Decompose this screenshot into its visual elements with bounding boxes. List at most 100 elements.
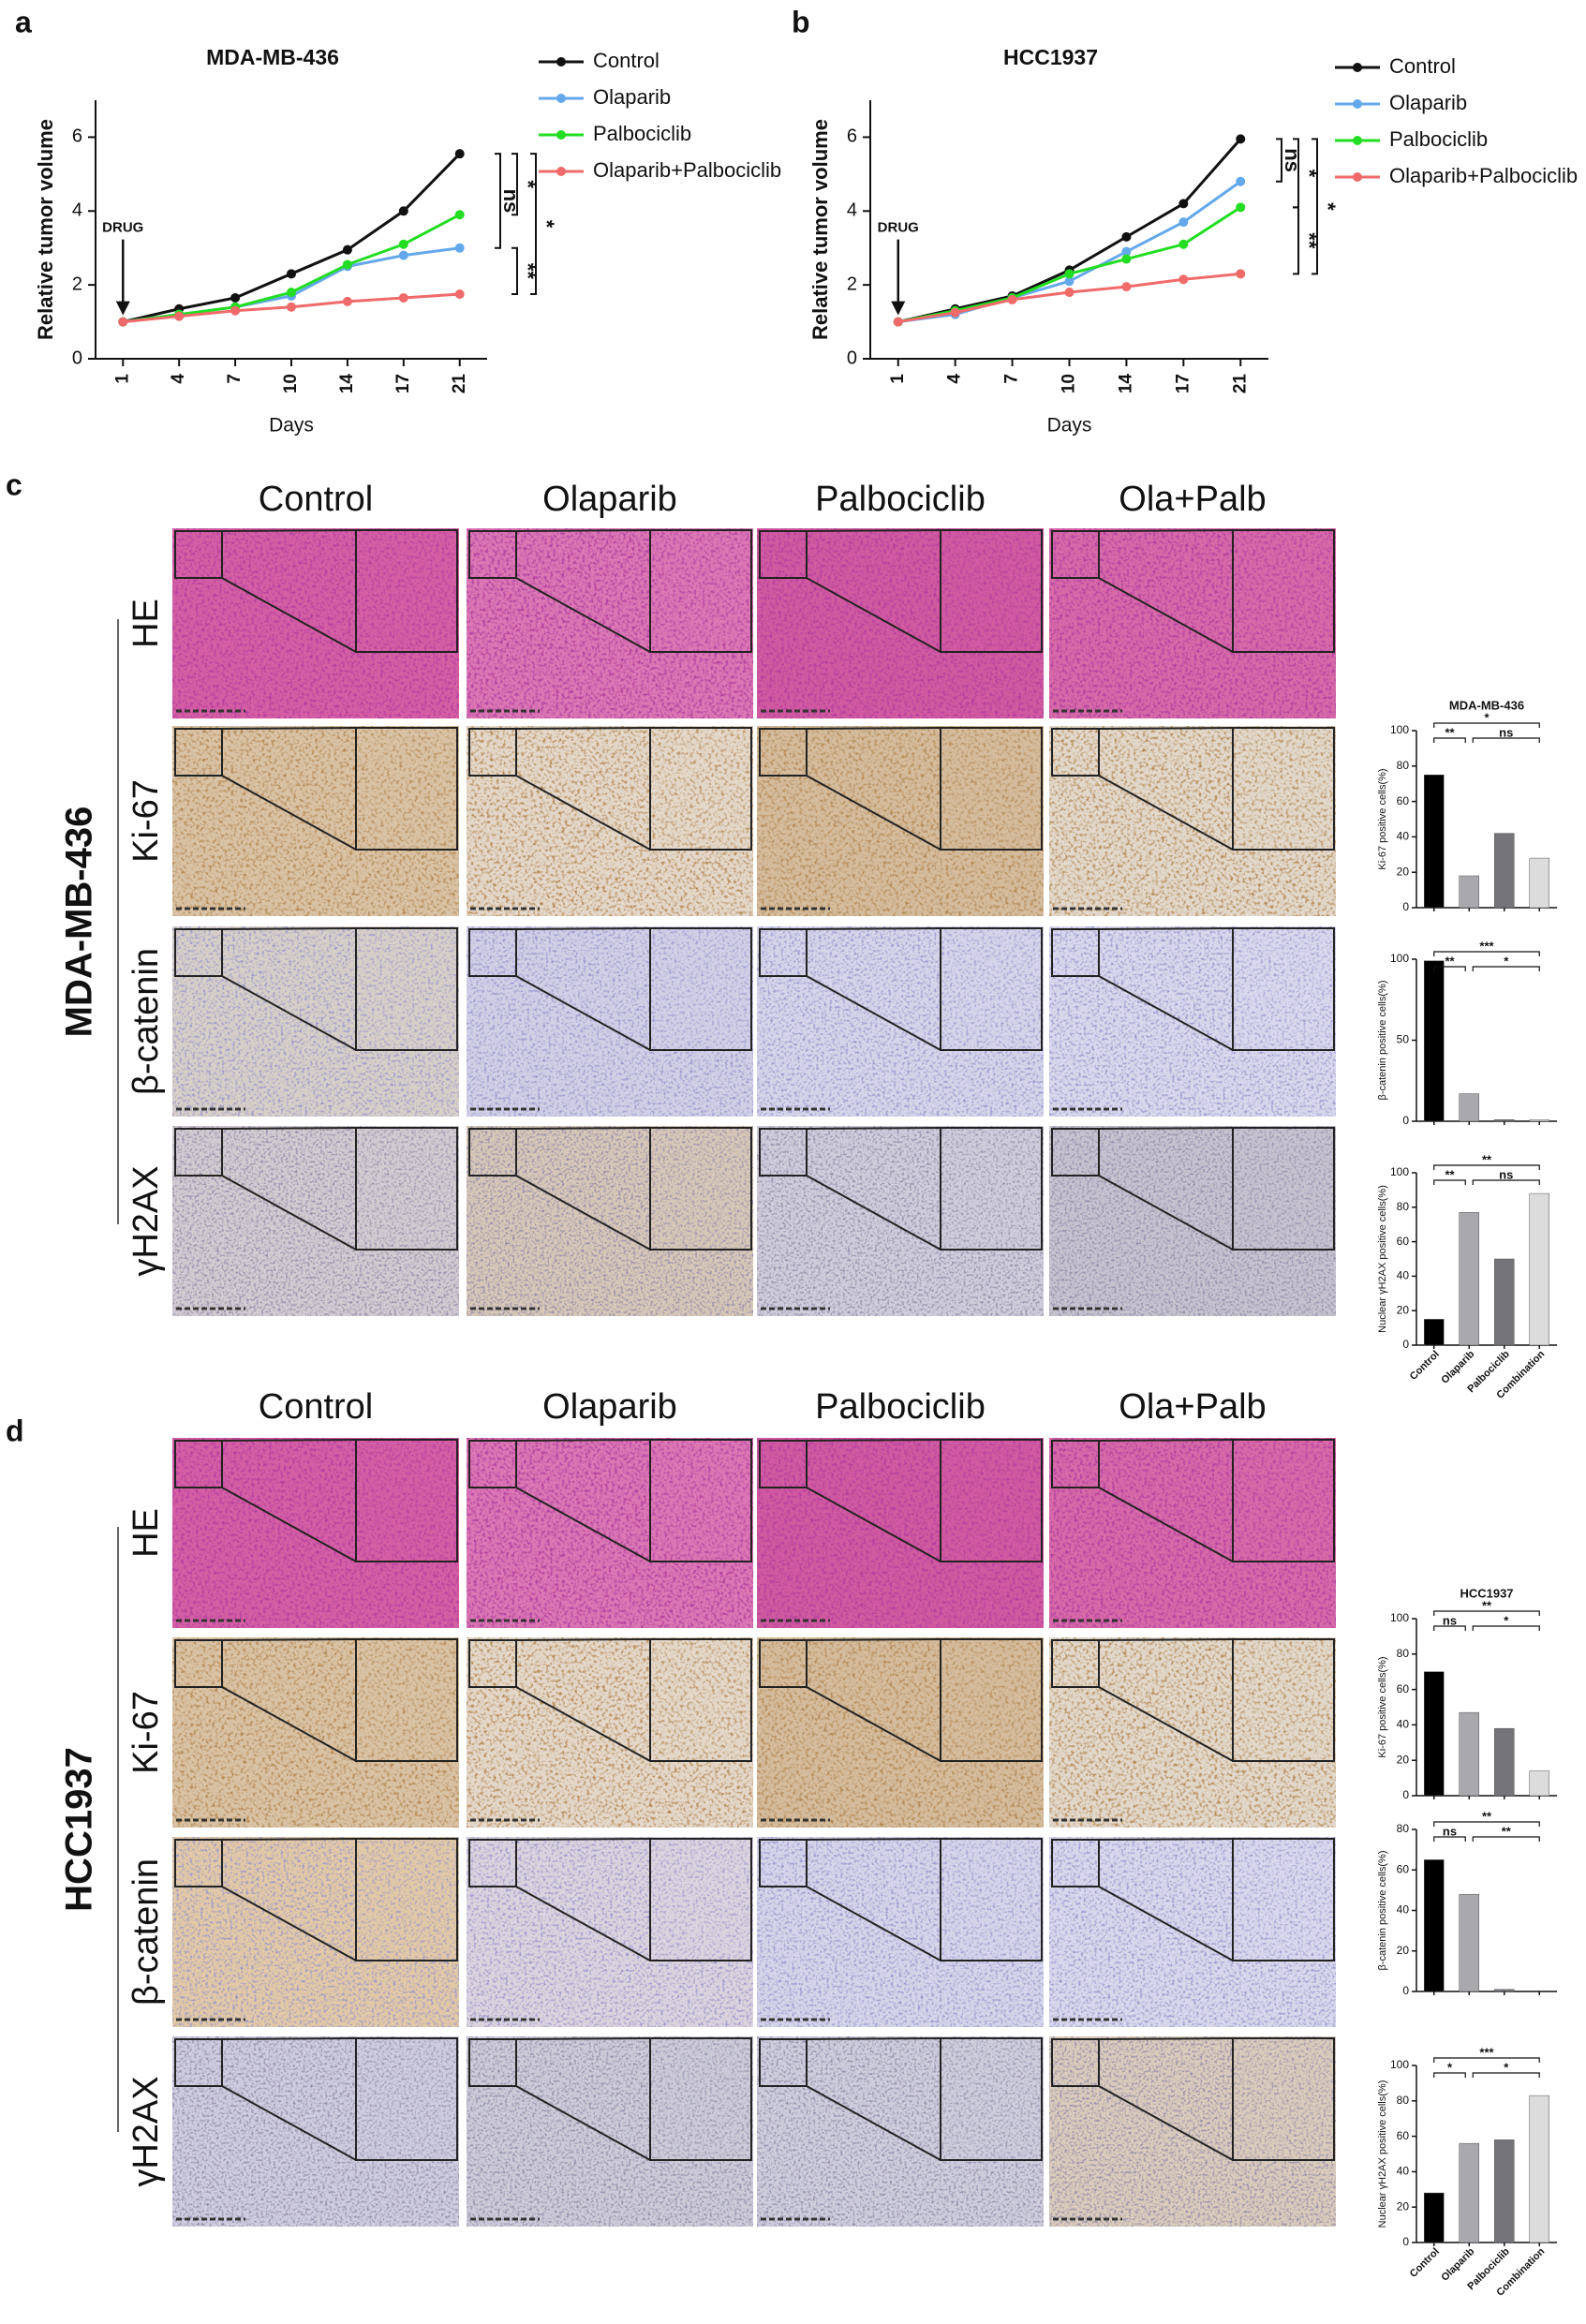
inset-zoom-texture (1234, 1441, 1333, 1561)
y-tick-label: 4 (847, 200, 857, 221)
row-label: HE (126, 599, 166, 648)
inset-connector (806, 1638, 941, 1641)
inset-connector (1098, 927, 1234, 930)
inset-zoom-texture (941, 1441, 1041, 1561)
y-tick-label: 80 (1397, 1200, 1410, 1213)
y-tick-label: 0 (1402, 1984, 1409, 1997)
significance-bracket (1433, 1164, 1540, 1170)
significance-label: ns (499, 189, 523, 214)
series-marker (342, 259, 352, 270)
legend-label: Olaparib (1389, 91, 1467, 114)
chart-title: MDA-MB-436 (1449, 698, 1524, 712)
significance-bracket (1472, 1836, 1540, 1842)
inset-source (174, 1839, 223, 1887)
series-marker (398, 206, 408, 216)
series-marker (1007, 294, 1017, 304)
y-axis-label: β-catenin positive cells(%) (1377, 981, 1388, 1101)
significance-bracket (511, 246, 518, 295)
significance-label: * (1316, 202, 1340, 211)
inset-connector (221, 2085, 357, 2161)
y-axis-label: Ki-67 positive cells(%) (1377, 1656, 1388, 1757)
significance-bracket (1472, 966, 1540, 971)
inset-connector (1098, 529, 1234, 532)
inset-connector (1098, 2085, 1234, 2161)
inset-zoom-texture (357, 1441, 456, 1561)
inset-zoom-texture (1234, 1640, 1333, 1760)
inset-zoom-texture (1234, 531, 1333, 651)
inset-connector (221, 727, 357, 730)
significance-label: * (516, 180, 540, 188)
inset-connector (515, 1439, 651, 1442)
inset-source (468, 1440, 517, 1488)
inset-connector (806, 727, 941, 730)
significance-label: * (1504, 1613, 1509, 1627)
x-axis-label: Days (269, 415, 314, 437)
inset-zoom-texture (651, 729, 750, 849)
bar (1529, 2095, 1549, 2243)
inset-connector (806, 529, 941, 532)
inset-connector (806, 577, 941, 653)
bar (1529, 1119, 1549, 1122)
series-line (897, 206, 1242, 324)
y-tick-label: 20 (1397, 1303, 1410, 1316)
inset-connector (221, 529, 357, 532)
inset-source (174, 2038, 223, 2087)
y-tick-label: 80 (1397, 759, 1410, 772)
x-tick-label: 21 (450, 374, 469, 394)
inset-source (174, 530, 223, 579)
inset-source (759, 1639, 808, 1688)
significance-bracket (1276, 138, 1282, 183)
bar (1529, 857, 1549, 909)
y-tick-label: 60 (1397, 1235, 1410, 1248)
chart-title: MDA-MB-436 (206, 45, 339, 69)
inset-connector (1098, 775, 1234, 851)
series-marker (1121, 231, 1132, 242)
inset-zoom-texture (357, 531, 456, 651)
y-axis-label: Nuclear γH2AX positive cells(%) (1377, 1185, 1388, 1333)
inset-source (1051, 1639, 1100, 1688)
panel-label: d (6, 1414, 24, 1447)
inset-source (1051, 728, 1100, 777)
significance-label: ** (1502, 1824, 1512, 1838)
inset-connector (221, 1638, 357, 1641)
significance-label: * (1447, 2060, 1453, 2074)
series-marker (1121, 246, 1132, 257)
series-marker (1178, 199, 1189, 209)
y-tick-label: 0 (1402, 1338, 1409, 1351)
inset-connector (221, 1439, 357, 1442)
y-axis-label: β-catenin positive cells(%) (1377, 1851, 1388, 1971)
legend-label: Olaparib+Palbociclib (1389, 164, 1578, 187)
row-label: β-catenin (126, 948, 166, 1095)
y-tick-label: 20 (1397, 2199, 1410, 2213)
inset-connector (1098, 577, 1234, 653)
inset-zoom-texture (651, 1840, 750, 1960)
x-tick-label: 14 (1116, 374, 1135, 394)
inset-connector (515, 1686, 651, 1762)
significance-bracket (1433, 2072, 1466, 2078)
row-label: γH2AX (126, 1165, 166, 1276)
significance-bracket (1433, 2057, 1540, 2063)
y-tick-label: 100 (1390, 952, 1409, 965)
series-marker (454, 210, 465, 220)
inset-source (468, 1839, 517, 1887)
y-tick-label: 80 (1397, 2094, 1410, 2107)
inset-connector (806, 975, 941, 1051)
inset-source (1051, 1440, 1100, 1488)
series-marker (230, 292, 241, 303)
y-axis-label: Ki-67 positive cells(%) (1377, 768, 1388, 869)
inset-connector (806, 2085, 941, 2161)
significance-bracket (1433, 737, 1466, 743)
y-tick-label: 20 (1397, 1753, 1410, 1766)
y-tick-label: 100 (1390, 1165, 1409, 1178)
x-tick-label: Control (1408, 2246, 1442, 2280)
bar (1424, 960, 1445, 1122)
inset-connector (1098, 1439, 1234, 1442)
column-header: Control (259, 480, 374, 519)
legend-marker (1353, 63, 1362, 72)
significance-bracket (1472, 737, 1540, 743)
panel-label: c (6, 467, 22, 501)
inset-connector (1098, 1487, 1234, 1562)
bar (1424, 1671, 1445, 1797)
significance-bracket (1433, 1821, 1540, 1827)
